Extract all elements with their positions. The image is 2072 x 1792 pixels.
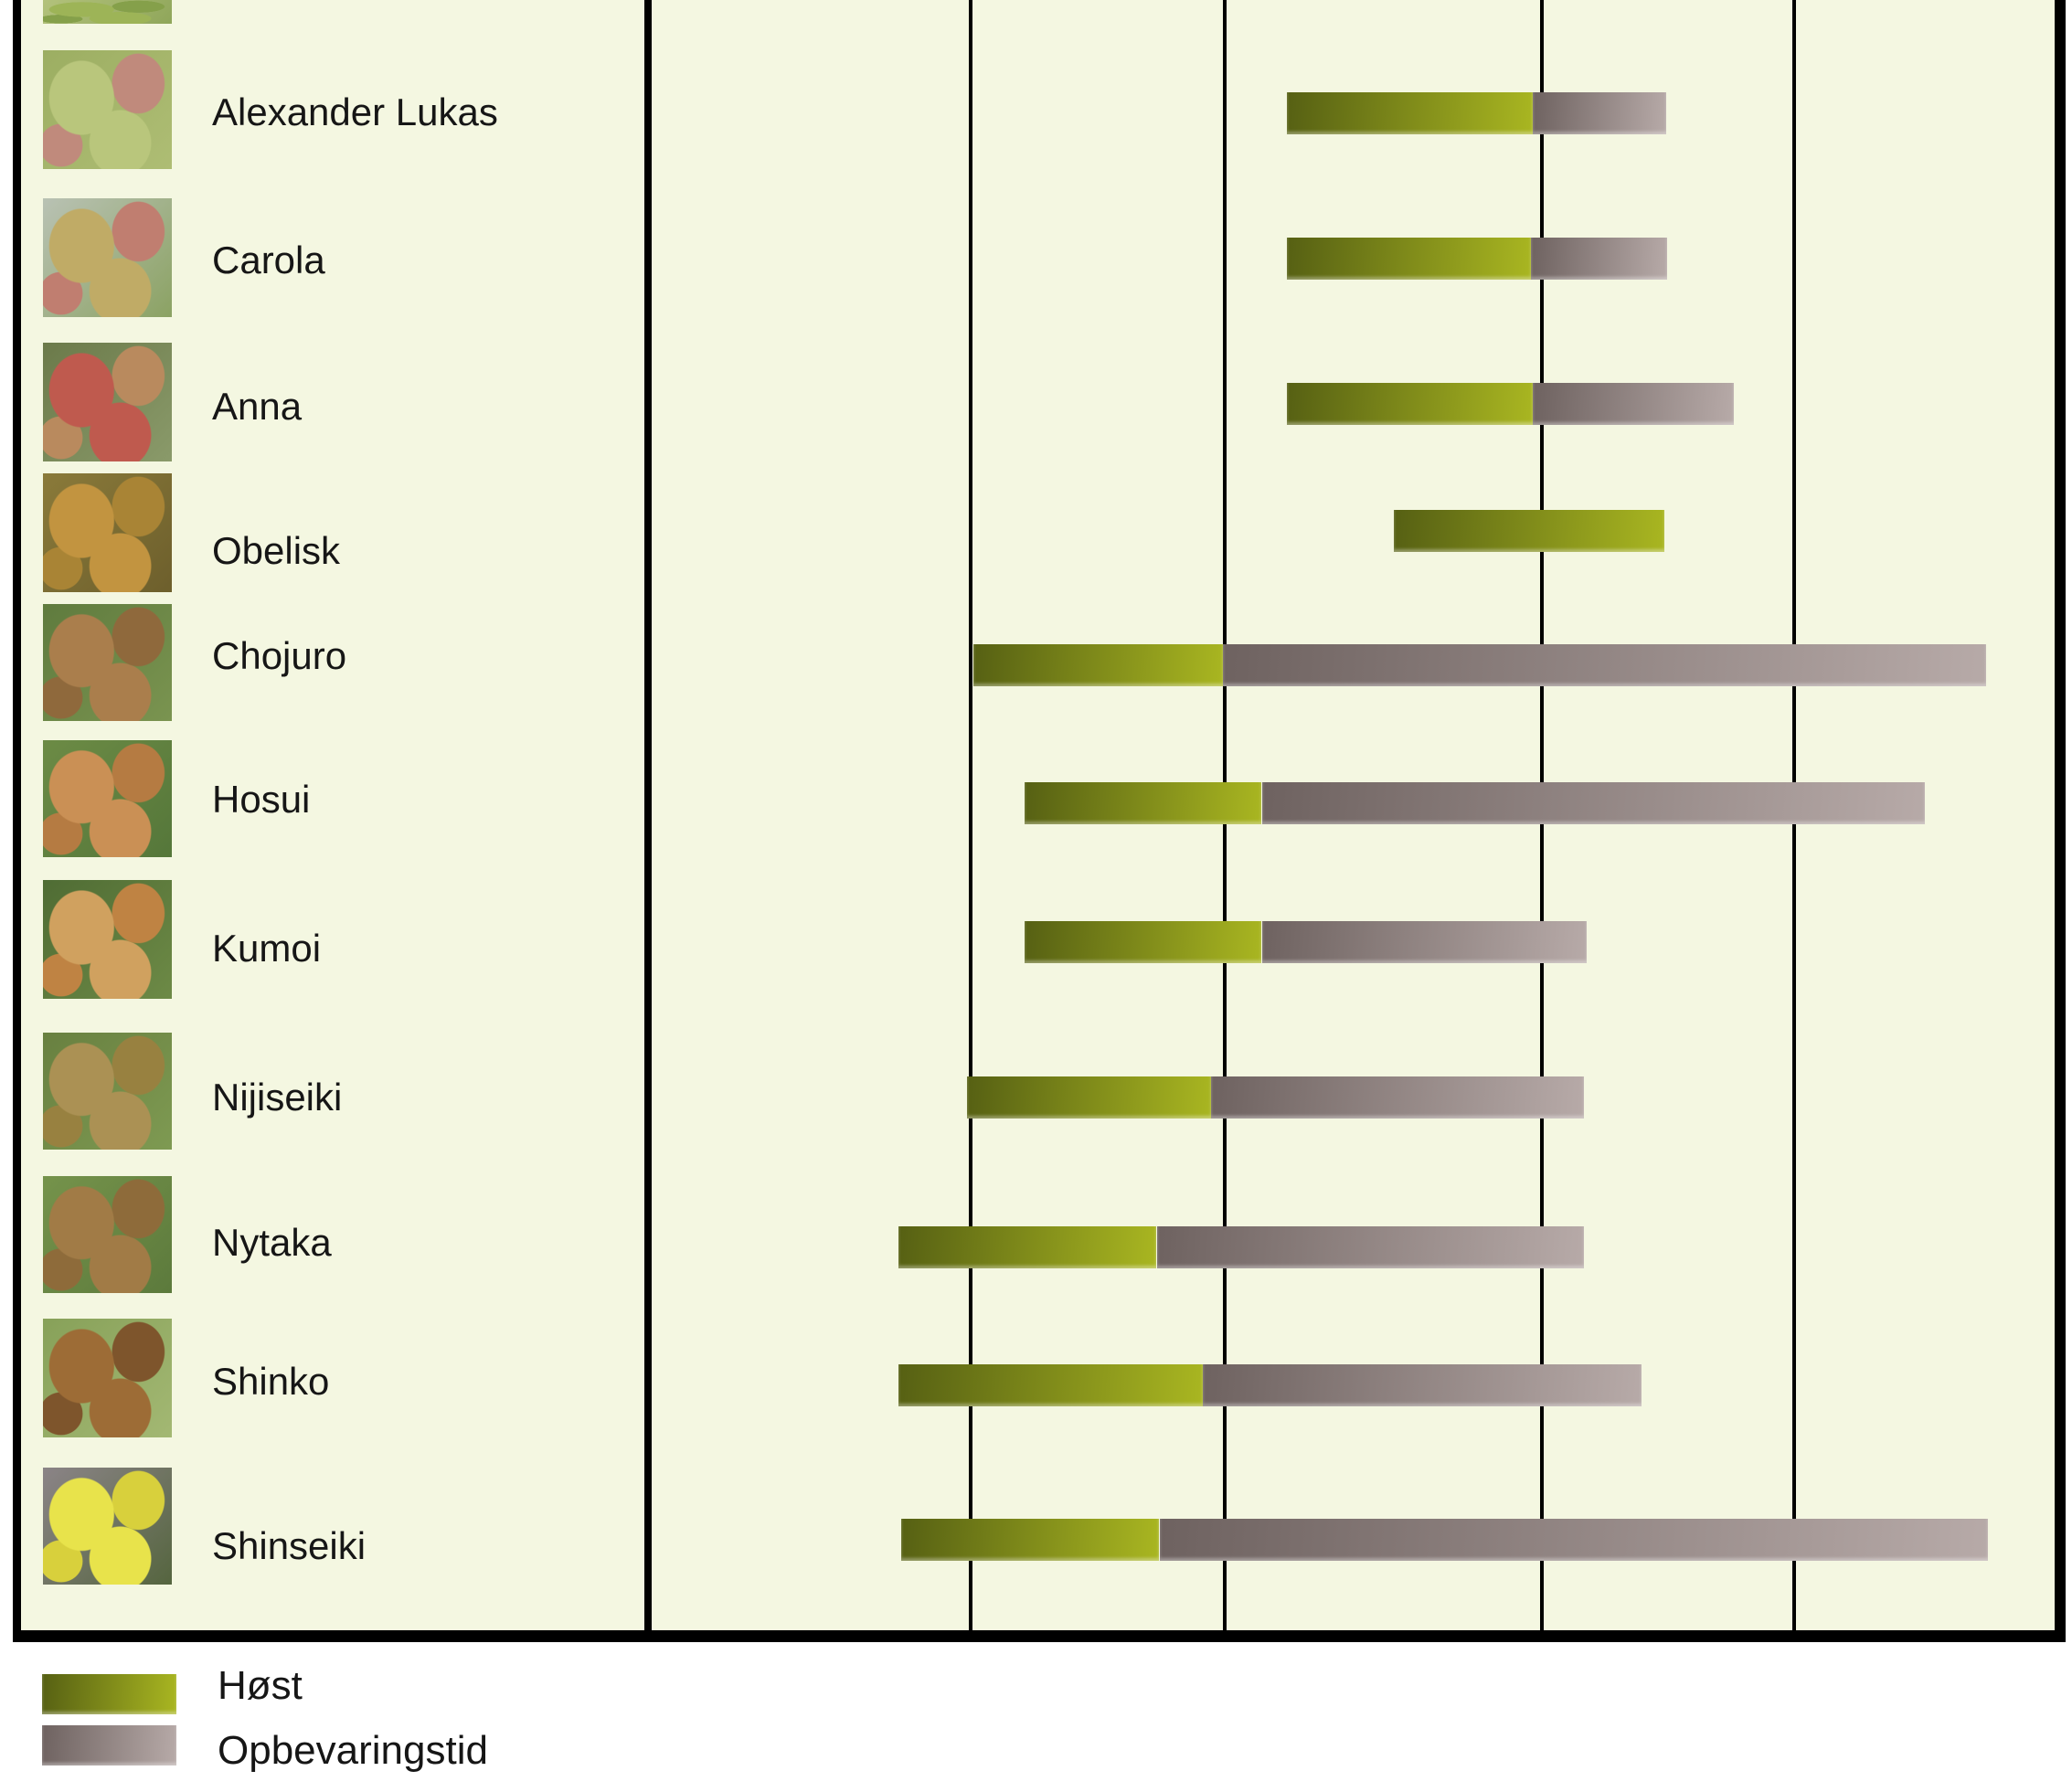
variety-name: Shinseiki [212,1524,367,1567]
harvest-bar [1287,383,1533,425]
variety-photo [43,0,172,24]
variety-photo [43,50,172,169]
variety-name: Carola [212,239,325,281]
chart-frame: Alexander Lukas Carola Anna Obelisk Chojuro H… [13,0,2066,1642]
storage-bar [1533,92,1666,134]
legend-label-harvest: Høst [218,1663,303,1708]
variety-name: Chojuro [212,634,347,677]
variety-name: Nijiseiki [212,1076,343,1119]
harvest-bar [901,1519,1159,1561]
gridline [969,0,972,1630]
storage-bar [1531,238,1667,280]
label-column-divider [644,0,652,1630]
variety-photo [43,740,172,857]
storage-bar [1223,644,1986,686]
variety-photo [43,343,172,461]
variety-name: Anna [212,385,303,428]
harvest-bar [967,1076,1211,1119]
variety-photo [43,1176,172,1293]
variety-photo [43,1319,172,1437]
harvest-bar [1025,782,1261,824]
harvest-bar [898,1226,1156,1268]
legend-swatch-harvest [42,1674,176,1714]
legend-label-storage: Opbevaringstid [218,1728,488,1773]
variety-photo [43,198,172,317]
variety-name: Obelisk [212,529,341,572]
variety-name: Kumoi [212,927,322,970]
harvest-bar [1287,238,1531,280]
variety-photo [43,1468,172,1585]
storage-bar [1157,1226,1584,1268]
harvest-bar [1394,510,1664,552]
variety-photo [43,880,172,999]
variety-name: Shinko [212,1360,330,1403]
legend-swatch-storage [42,1725,176,1765]
harvest-bar [1287,92,1533,134]
storage-bar [1203,1364,1642,1406]
harvest-bar [898,1364,1203,1406]
storage-bar [1262,782,1925,824]
variety-photo [43,1033,172,1150]
storage-bar [1160,1519,1988,1561]
variety-name: Nytaka [212,1221,332,1264]
storage-bar [1262,921,1587,963]
variety-photo [43,604,172,721]
storage-bar [1211,1076,1584,1119]
harvest-bar [1025,921,1261,963]
storage-bar [1533,383,1734,425]
variety-photo [43,473,172,592]
variety-name: Hosui [212,778,311,821]
harvest-bar [973,644,1223,686]
variety-name: Alexander Lukas [212,90,498,133]
